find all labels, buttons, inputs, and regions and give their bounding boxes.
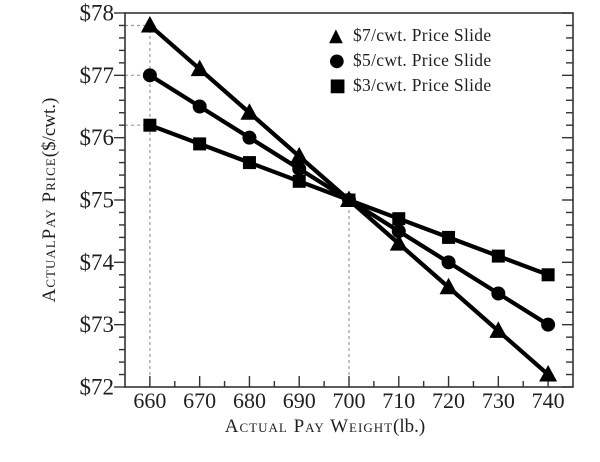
square-marker: [392, 212, 406, 226]
y-tick-label: $76: [80, 125, 115, 150]
triangle-marker: [389, 234, 408, 251]
square-marker-icon: ■: [329, 75, 347, 96]
square-marker: [541, 268, 555, 282]
triangle-marker: [140, 15, 159, 33]
x-axis-title-unit: (lb.): [393, 416, 426, 437]
circle-marker: [491, 286, 506, 301]
x-tick-label: 670: [183, 388, 216, 413]
triangle-marker: [489, 321, 508, 338]
y-axis-title: ActualPay Price($/cwt.): [39, 50, 63, 350]
y-tick-label: $72: [80, 375, 115, 400]
legend-item-5cwt-price-slide: ● $5/cwt. Price Slide: [329, 48, 491, 73]
legend-label-7cwt: $7/cwt. Price Slide: [353, 25, 492, 45]
x-tick-label: 740: [532, 388, 565, 413]
y-tick-label: $78: [80, 1, 115, 26]
square-marker: [292, 174, 306, 188]
x-tick-label: 690: [283, 388, 316, 413]
x-axis-title: Actual Pay Weight(lb.): [65, 416, 585, 438]
circle-marker: [192, 99, 207, 114]
square-marker: [143, 118, 157, 132]
circle-marker: [441, 255, 456, 270]
x-tick-label: 660: [133, 388, 166, 413]
triangle-marker: [240, 103, 259, 120]
square-marker: [342, 193, 356, 207]
legend-item-3cwt-price-slide: ■ $3/cwt. Price Slide: [329, 73, 491, 98]
legend-label-3cwt: $3/cwt. Price Slide: [353, 75, 492, 95]
square-marker: [442, 230, 456, 244]
x-tick-label: 720: [432, 388, 465, 413]
legend-label-5cwt: $5/cwt. Price Slide: [353, 50, 492, 70]
legend-item-7cwt-price-slide: ▲ $7/cwt. Price Slide: [329, 23, 491, 48]
triangle-marker: [439, 277, 458, 295]
circle-marker: [391, 224, 406, 239]
x-tick-label: 710: [382, 388, 415, 413]
circle-marker: [242, 130, 257, 145]
y-tick-label: $73: [80, 312, 115, 337]
triangle-marker: [290, 146, 309, 164]
axis-ticks: [114, 12, 573, 388]
y-axis-title-unit: ($/cwt.): [39, 97, 60, 158]
circle-marker: [541, 317, 556, 332]
y-axis-title-text: ActualPay Price: [39, 157, 60, 303]
square-marker: [242, 156, 256, 170]
triangle-marker: [190, 59, 209, 77]
circle-marker: [292, 161, 307, 176]
x-tick-label: 680: [233, 388, 266, 413]
square-marker: [491, 249, 505, 263]
triangle-marker: [539, 365, 558, 382]
y-tick-label: $77: [80, 63, 115, 88]
series-markers: [140, 15, 558, 382]
square-marker: [193, 137, 207, 151]
y-tick-label: $75: [80, 188, 115, 213]
x-axis-title-text: Actual Pay Weight: [224, 416, 394, 437]
y-tick-label: $74: [80, 250, 115, 275]
triangle-marker-icon: ▲: [329, 25, 343, 46]
x-tick-label: 730: [482, 388, 515, 413]
circle-marker: [142, 68, 157, 83]
legend: ▲ $7/cwt. Price Slide ● $5/cwt. Price Sl…: [329, 23, 491, 98]
x-tick-label: 700: [333, 388, 366, 413]
tick-labels: $72 $73 $74 $75 $76 $77 $78 660 670 680 690 700 710 7…: [80, 1, 565, 414]
circle-marker-icon: ●: [329, 50, 345, 71]
